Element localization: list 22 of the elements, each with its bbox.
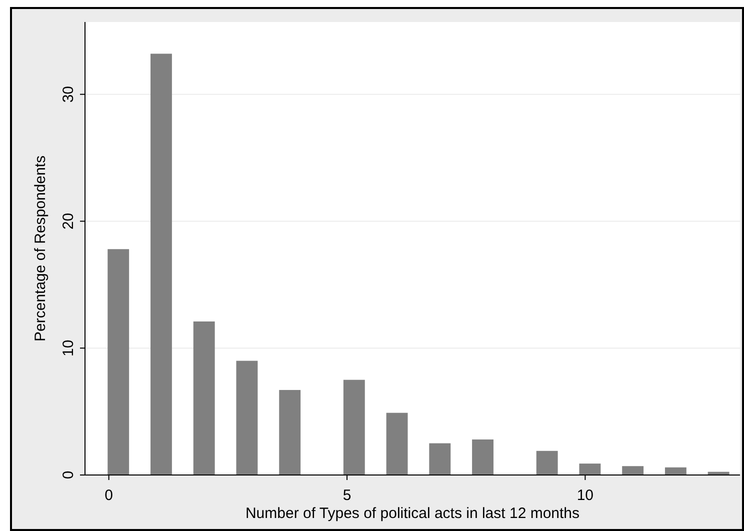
y-axis-title: Percentage of Respondents	[32, 156, 49, 342]
bar	[429, 443, 451, 475]
bar	[386, 412, 408, 475]
x-tick-label: 0	[104, 487, 113, 504]
y-tick-label: 10	[60, 340, 77, 356]
x-axis-title: Number of Types of political acts in last 12 months	[245, 505, 580, 522]
bar	[536, 450, 558, 475]
bar	[108, 249, 130, 475]
bar	[472, 439, 494, 475]
bar	[150, 54, 172, 475]
x-tick-label: 10	[576, 487, 594, 504]
y-tick-label: 0	[60, 470, 77, 480]
bar	[236, 360, 258, 475]
bar	[193, 321, 215, 475]
bar	[664, 467, 686, 475]
y-tick-label: 30	[60, 86, 77, 103]
y-tick-label: 20	[60, 212, 77, 230]
x-tick-label: 5	[342, 487, 352, 504]
bar	[579, 464, 601, 475]
bar	[622, 466, 644, 475]
bar	[279, 390, 301, 475]
bar	[343, 380, 365, 475]
